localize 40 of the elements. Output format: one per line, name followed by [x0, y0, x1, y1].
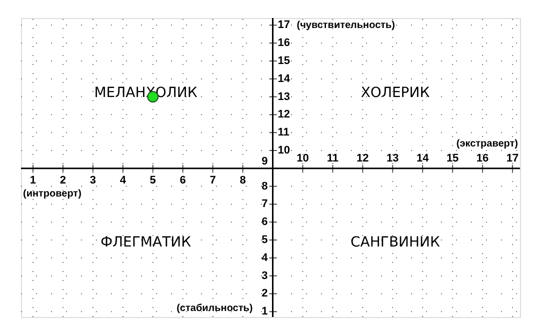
- x2-tick-label: 13: [386, 152, 399, 164]
- y-tick-label: 7: [262, 198, 268, 210]
- y-tick-label: 5: [262, 234, 268, 246]
- annotation: МЕЛАНХОЛИК: [94, 84, 198, 101]
- x-tick-label: 5: [150, 174, 156, 186]
- y2-tick-label: 13: [278, 90, 290, 103]
- x-tick-label: 1: [30, 174, 36, 186]
- y-tick-label: 3: [262, 270, 268, 282]
- x-tick-label: 8: [240, 174, 246, 186]
- y2-tick-label: 14: [278, 72, 291, 85]
- y2-tick-label: 15: [278, 54, 290, 67]
- y-tick-label: 4: [262, 252, 269, 264]
- y-tick-label: 6: [262, 216, 268, 228]
- x2-tick-label: 17: [506, 152, 519, 164]
- annotation: (интроверт): [23, 188, 82, 200]
- x-tick-label: 3: [90, 174, 96, 186]
- annotation: (стабильность): [176, 303, 253, 314]
- x2-tick-label: 16: [476, 152, 489, 164]
- y2-axis-title: (чувствительность): [296, 20, 396, 32]
- x-tick-label: 7: [210, 174, 216, 186]
- x2-tick-label: 11: [326, 152, 339, 164]
- y-tick-label: 9: [262, 155, 268, 168]
- annotation: САНГВИНИК: [350, 234, 440, 250]
- y-tick-label: 2: [262, 288, 268, 300]
- x2-tick-label: 12: [356, 152, 369, 164]
- x-tick-label: 4: [120, 174, 127, 186]
- annotation: ФЛЕГМАТИК: [100, 234, 192, 250]
- x2-tick-label: 15: [446, 152, 459, 164]
- y2-tick-label: 11: [278, 126, 290, 139]
- y2-tick-label: 12: [278, 108, 290, 121]
- x2-tick-label: 10: [296, 152, 309, 164]
- x-axis-title: (экстраверт): [456, 138, 518, 150]
- y2-tick-label: 17: [278, 19, 290, 32]
- y2-tick-label: 16: [278, 37, 290, 50]
- x-tick-label: 2: [60, 174, 66, 186]
- annotation: ХОЛЕРИК: [360, 84, 430, 101]
- x2-tick-label: 14: [416, 152, 430, 164]
- y-tick-label: 1: [262, 306, 268, 318]
- y2-tick-label: 10: [278, 144, 290, 156]
- x-tick-label: 6: [180, 174, 186, 186]
